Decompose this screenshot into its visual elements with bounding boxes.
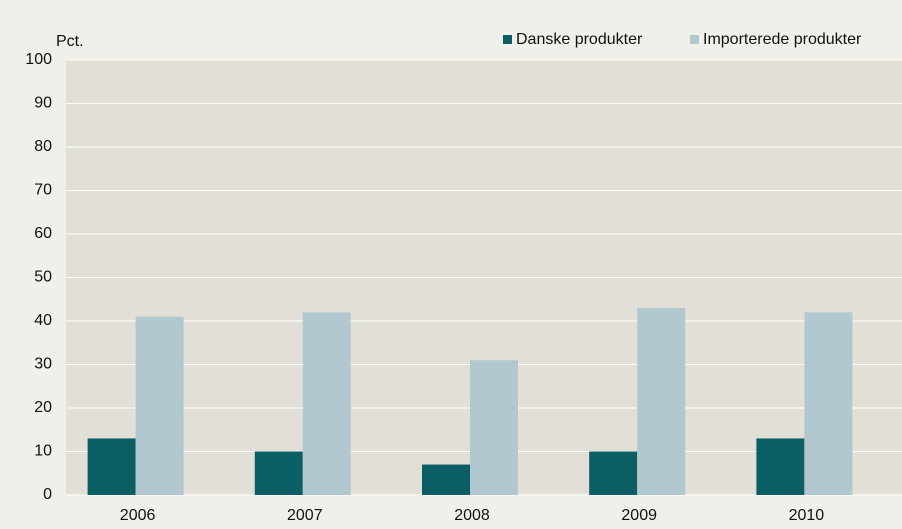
y-tick-label: 30 [34,356,52,373]
legend-swatch [690,35,699,44]
x-tick-label: 2006 [120,507,156,524]
x-tick-label: 2009 [621,507,657,524]
y-axis-label: Pct. [56,33,84,50]
x-tick-label: 2010 [789,507,825,524]
y-tick-label: 50 [34,269,52,286]
bar [422,464,470,495]
legend-swatch [503,35,512,44]
bar [804,312,853,495]
bar [135,316,184,495]
y-tick-label: 80 [34,138,52,155]
bar [637,307,686,495]
bar [589,451,638,495]
legend-label: Importerede produkter [703,31,862,48]
y-tick-label: 40 [34,312,52,329]
y-tick-label: 0 [43,486,52,503]
bar [470,360,518,495]
bar [254,451,303,495]
x-tick-label: 2007 [287,507,323,524]
bar [756,438,805,495]
y-tick-label: 70 [34,182,52,199]
y-tick-label: 90 [34,95,52,112]
y-tick-label: 100 [25,51,52,68]
x-tick-label: 2008 [454,507,490,524]
y-tick-label: 20 [34,399,52,416]
y-tick-label: 60 [34,225,52,242]
y-tick-label: 10 [34,443,52,460]
bar [87,438,136,495]
legend-label: Danske produkter [516,31,643,48]
bar [302,312,351,495]
